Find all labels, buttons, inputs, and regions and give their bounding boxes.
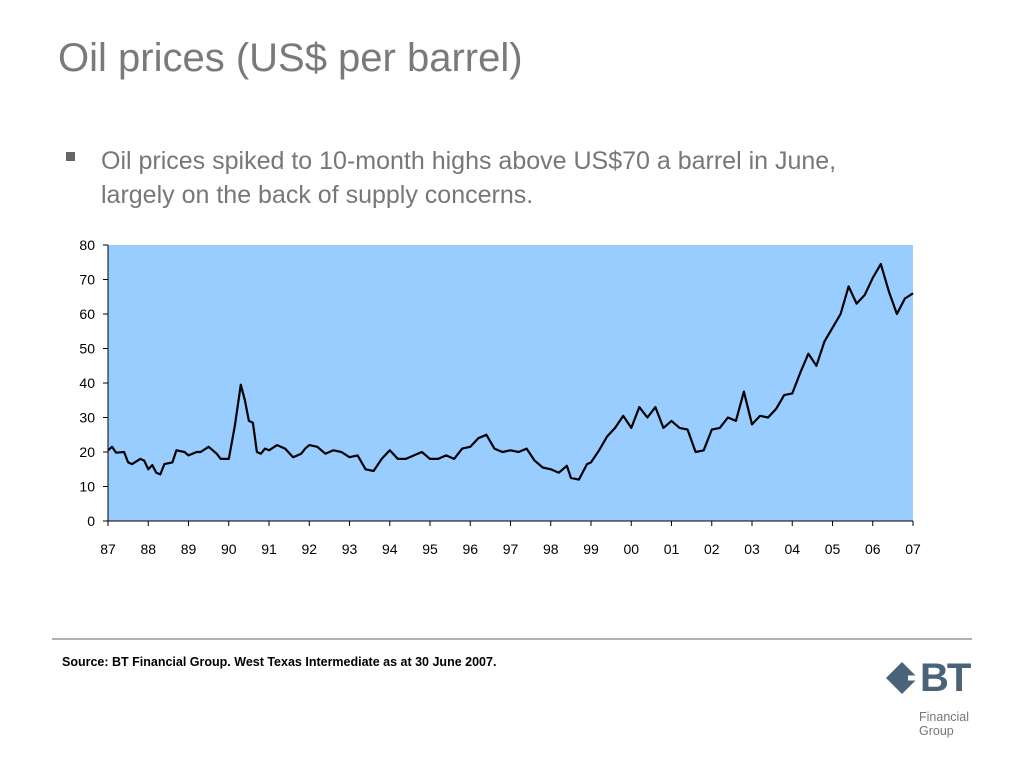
logo-subtitle: Financial Group xyxy=(919,710,969,738)
bt-logo: BT Financial Group xyxy=(884,656,984,740)
x-tick-label: 00 xyxy=(623,541,639,557)
y-tick-label: 70 xyxy=(79,272,95,288)
x-tick-label: 88 xyxy=(140,541,156,557)
x-tick-label: 95 xyxy=(422,541,438,557)
x-tick-label: 89 xyxy=(181,541,197,557)
x-tick-label: 98 xyxy=(543,541,559,557)
y-tick-label: 0 xyxy=(87,513,95,529)
bullet-point: Oil prices spiked to 10-month highs abov… xyxy=(66,144,886,212)
y-axis: 0 10 20 30 40 50 60 70 80 xyxy=(79,237,109,529)
plot-area xyxy=(108,245,913,521)
bullet-text: Oil prices spiked to 10-month highs abov… xyxy=(101,147,837,209)
x-tick-label: 94 xyxy=(382,541,398,557)
x-tick-label: 90 xyxy=(221,541,237,557)
y-tick-label: 10 xyxy=(79,479,95,495)
x-axis: 87 88 89 90 91 92 93 94 95 96 97 98 99 00 01 02 03 04 05 06… xyxy=(100,520,921,557)
x-tick-label: 97 xyxy=(503,541,519,557)
x-tick-label: 01 xyxy=(664,541,680,557)
y-tick-label: 80 xyxy=(79,237,95,253)
x-tick-label: 93 xyxy=(342,541,358,557)
y-tick-label: 40 xyxy=(79,375,95,391)
x-tick-label: 03 xyxy=(744,541,760,557)
series-group xyxy=(107,262,914,481)
x-tick-label: 91 xyxy=(261,541,277,557)
source-note: Source: BT Financial Group. West Texas I… xyxy=(62,655,497,669)
square-bullet-icon xyxy=(66,152,75,161)
logo-line-1: Financial xyxy=(919,710,970,724)
logo-wordmark: BT xyxy=(920,656,971,700)
logo-line-2: Group xyxy=(919,724,954,738)
page-title: Oil prices (US$ per barrel) xyxy=(58,36,523,80)
y-tick-label: 50 xyxy=(79,341,95,357)
y-tick-label: 60 xyxy=(79,306,95,322)
y-tick-label: 20 xyxy=(79,444,95,460)
x-tick-label: 99 xyxy=(583,541,599,557)
footer-divider xyxy=(52,638,972,640)
x-tick-label: 96 xyxy=(462,541,478,557)
x-tick-label: 07 xyxy=(905,541,921,557)
x-tick-label: 04 xyxy=(784,541,800,557)
x-tick-label: 05 xyxy=(825,541,841,557)
x-tick-label: 87 xyxy=(100,541,116,557)
oil-price-line xyxy=(107,262,914,481)
x-tick-label: 06 xyxy=(865,541,881,557)
bt-diamond-icon xyxy=(886,662,922,694)
x-tick-label: 92 xyxy=(301,541,317,557)
x-tick-label: 02 xyxy=(704,541,720,557)
y-tick-label: 30 xyxy=(79,410,95,426)
